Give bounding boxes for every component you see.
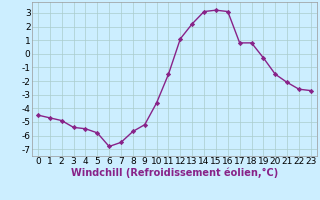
X-axis label: Windchill (Refroidissement éolien,°C): Windchill (Refroidissement éolien,°C) xyxy=(71,168,278,178)
